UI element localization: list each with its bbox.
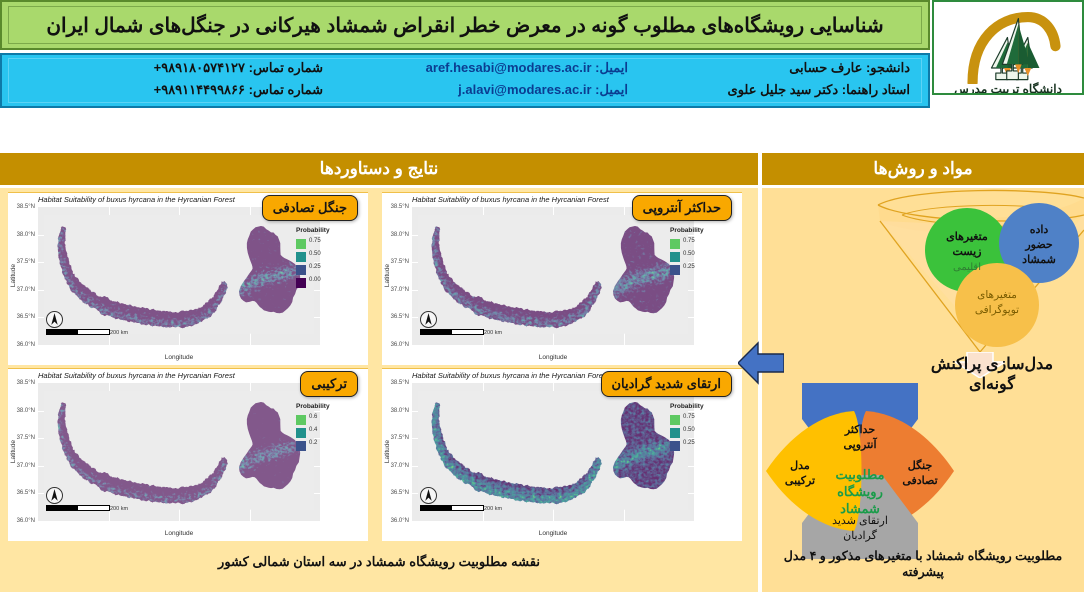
svg-text:زیست: زیست: [953, 246, 982, 258]
svg-text:متغیرهای: متغیرهای: [946, 231, 988, 243]
svg-text:تصادفی: تصادفی: [902, 475, 937, 487]
svg-text:توپوگرافی: توپوگرافی: [975, 303, 1019, 316]
svg-text:اقلیمی: اقلیمی: [953, 262, 981, 273]
svg-text:گرادیان: گرادیان: [843, 529, 878, 542]
svg-text:رویشگاه: رویشگاه: [837, 483, 883, 500]
svg-text:حضور: حضور: [1024, 239, 1053, 251]
svg-text:شمشاد: شمشاد: [1022, 254, 1056, 266]
svg-text:داده: داده: [1030, 224, 1049, 236]
svg-text:حداکثر: حداکثر: [844, 424, 875, 436]
svg-text:شمشاد: شمشاد: [840, 501, 880, 516]
svg-text:متغیرهای: متغیرهای: [977, 289, 1017, 301]
svg-text:ارتقای شدید: ارتقای شدید: [832, 515, 888, 527]
svg-text:مدل: مدل: [790, 460, 810, 472]
svg-text:ترکیبی: ترکیبی: [785, 475, 815, 487]
svg-text:مطلوبیت: مطلوبیت: [836, 467, 885, 483]
svg-text:آنتروپی: آنتروپی: [843, 437, 877, 451]
svg-text:جنگل: جنگل: [908, 458, 933, 472]
